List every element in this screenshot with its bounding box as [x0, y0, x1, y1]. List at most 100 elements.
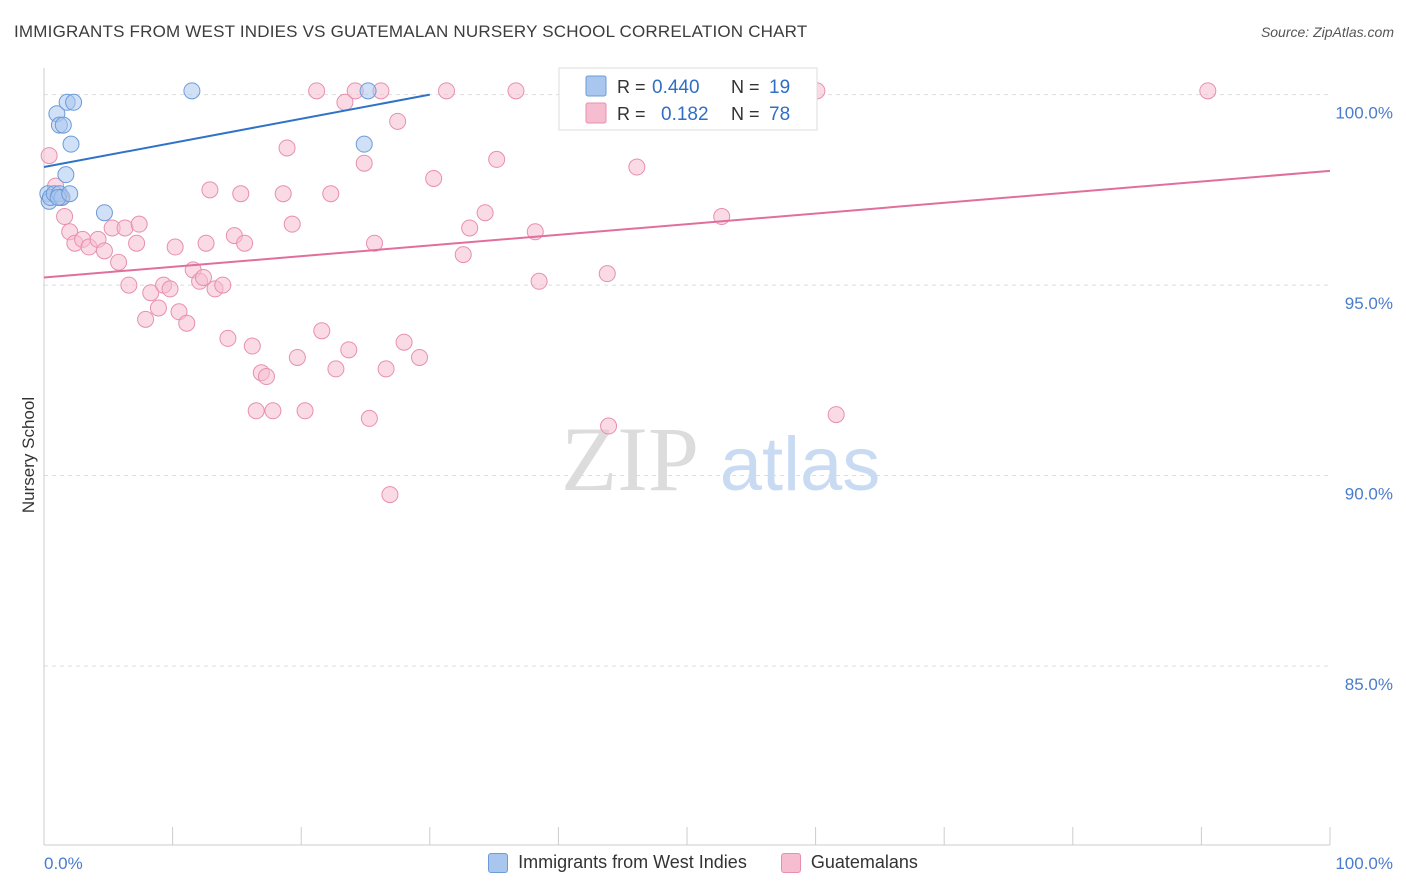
point-guatemalans: [120, 276, 138, 294]
watermark-zip: ZIP: [561, 408, 699, 510]
point-guatemalans: [507, 82, 525, 100]
point-guatemalans: [278, 139, 296, 157]
point-guatemalans: [95, 242, 113, 260]
point-guatemalans: [411, 348, 429, 366]
point-guatemalans: [40, 147, 58, 165]
point-guatemalans: [274, 185, 292, 203]
stats-n-label-pink: N =: [731, 104, 760, 124]
point-guatemalans: [355, 154, 373, 172]
point-guatemalans: [360, 409, 378, 427]
point-guatemalans: [110, 253, 128, 271]
point-west-indies: [355, 135, 373, 153]
x-tick-label-min: 0.0%: [44, 854, 83, 873]
point-guatemalans: [264, 402, 282, 420]
point-guatemalans: [247, 402, 265, 420]
point-guatemalans: [219, 329, 237, 347]
trend-line-west-indies: [43, 93, 430, 169]
stats-r-label-pink: R =: [617, 104, 646, 124]
point-west-indies: [65, 93, 83, 111]
legend-swatch-pink: [780, 852, 801, 873]
point-guatemalans: [1199, 82, 1217, 100]
trend-line-guatemalans: [43, 169, 1331, 279]
point-guatemalans: [389, 112, 407, 130]
legend-label-west-indies: Immigrants from West Indies: [518, 852, 747, 872]
stats-n-label-blue: N =: [731, 77, 760, 97]
point-guatemalans: [116, 219, 134, 237]
point-guatemalans: [425, 169, 443, 187]
legend-swatch-blue: [488, 852, 509, 873]
point-guatemalans: [454, 246, 472, 264]
grid-lines: [44, 94, 1330, 667]
point-guatemalans: [366, 234, 384, 252]
point-guatemalans: [628, 158, 646, 176]
point-guatemalans: [827, 406, 845, 424]
point-guatemalans: [313, 322, 331, 340]
stats-n-value-blue: 19: [769, 77, 790, 98]
point-guatemalans: [130, 215, 148, 233]
point-west-indies: [61, 185, 79, 203]
x-tick-label-max: 100.0%: [1335, 854, 1393, 873]
point-guatemalans: [476, 204, 494, 222]
point-guatemalans: [598, 265, 616, 283]
legend-item-guatemalans: Guatemalans: [780, 852, 918, 873]
point-guatemalans: [327, 360, 345, 378]
point-west-indies: [183, 82, 201, 100]
point-guatemalans: [166, 238, 184, 256]
point-guatemalans: [201, 181, 219, 199]
point-guatemalans: [161, 280, 179, 298]
stats-swatch-blue: [585, 75, 607, 97]
point-guatemalans: [197, 234, 215, 252]
point-guatemalans: [395, 333, 413, 351]
point-guatemalans: [243, 337, 261, 355]
point-guatemalans: [257, 368, 275, 386]
point-guatemalans: [137, 310, 155, 328]
y-tick-label: 90.0%: [1345, 485, 1393, 504]
y-tick-label: 100.0%: [1335, 104, 1393, 123]
point-guatemalans: [232, 185, 250, 203]
point-guatemalans: [142, 284, 160, 302]
stats-swatch-pink: [585, 102, 607, 124]
trend-lines: [43, 93, 1331, 279]
point-guatemalans: [308, 82, 326, 100]
point-guatemalans: [530, 272, 548, 290]
point-guatemalans: [296, 402, 314, 420]
stats-r-value-blue: 0.440: [652, 77, 700, 98]
source-note: Source: ZipAtlas.com: [1260, 24, 1394, 40]
stats-r-value-pink: 0.182: [661, 104, 709, 125]
point-guatemalans: [340, 341, 358, 359]
stats-legend: R = 0.440 N = 19 R = 0.182 N = 78: [558, 67, 818, 131]
stats-n-value-pink: 78: [769, 104, 790, 125]
point-west-indies: [359, 82, 377, 100]
x-tick-labels: 0.0% 100.0%: [44, 854, 1393, 873]
legend-item-west-indies: Immigrants from West Indies: [488, 852, 747, 873]
point-guatemalans: [178, 314, 196, 332]
point-guatemalans: [236, 234, 254, 252]
point-west-indies: [95, 204, 113, 222]
point-guatemalans: [461, 219, 479, 237]
y-tick-label: 95.0%: [1345, 294, 1393, 313]
point-guatemalans: [600, 417, 618, 435]
point-west-indies: [57, 166, 75, 184]
point-guatemalans: [128, 234, 146, 252]
point-west-indies: [62, 135, 80, 153]
point-guatemalans: [438, 82, 456, 100]
point-guatemalans: [283, 215, 301, 233]
point-guatemalans: [381, 486, 399, 504]
point-guatemalans: [149, 299, 167, 317]
series-legend: Immigrants from West Indies Guatemalans: [0, 852, 1406, 873]
point-west-indies: [54, 116, 72, 134]
point-guatemalans: [377, 360, 395, 378]
watermark: ZIP atlas: [561, 408, 880, 510]
point-guatemalans: [214, 276, 232, 294]
series-guatemalans: [40, 82, 1217, 504]
point-guatemalans: [194, 268, 212, 286]
chart-title: IMMIGRANTS FROM WEST INDIES VS GUATEMALA…: [14, 22, 808, 41]
y-tick-labels: 100.0% 95.0% 90.0% 85.0%: [1335, 104, 1393, 694]
point-guatemalans: [488, 150, 506, 168]
y-tick-label: 85.0%: [1345, 675, 1393, 694]
point-guatemalans: [288, 348, 306, 366]
y-axis-label: Nursery School: [19, 397, 38, 513]
point-guatemalans: [56, 208, 74, 226]
watermark-atlas: atlas: [720, 422, 881, 507]
